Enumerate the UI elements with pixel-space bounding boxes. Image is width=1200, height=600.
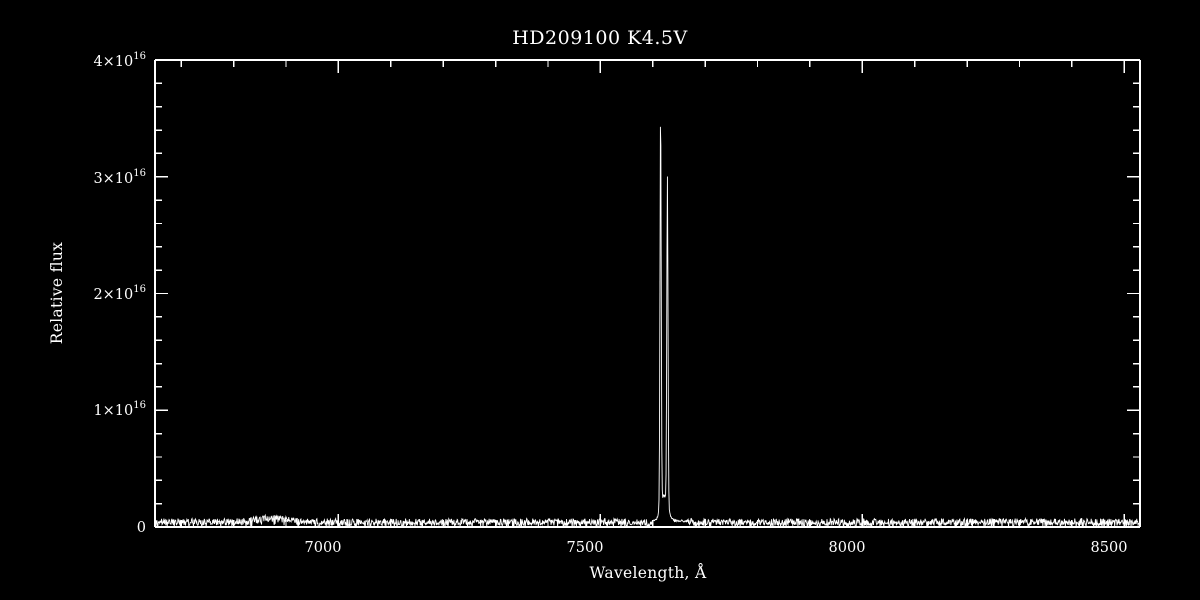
x-tick-label-7500: 7500 xyxy=(567,540,604,556)
y-tick-label-3e16: 3×1016 xyxy=(93,168,146,187)
x-tick-label-8500: 8500 xyxy=(1091,540,1128,556)
spectrum-trace xyxy=(156,126,1139,527)
y-tick-label-0: 0 xyxy=(137,520,146,536)
y-tick-label-1e16: 1×1016 xyxy=(93,400,146,419)
y-tick-label-4e16: 4×1016 xyxy=(93,51,146,70)
y-tick-labels: 0 1×1016 2×1016 3×1016 4×1016 xyxy=(93,51,146,536)
y-tick-label-2e16: 2×1016 xyxy=(93,284,146,303)
y-axis-label: Relative flux xyxy=(48,242,66,344)
page-title: HD209100 K4.5V xyxy=(512,27,688,49)
x-tick-label-8000: 8000 xyxy=(829,540,866,556)
x-tick-labels: 7000 7500 8000 8500 xyxy=(305,540,1128,556)
x-axis-label: Wavelength, Å xyxy=(590,564,707,582)
x-tick-label-7000: 7000 xyxy=(305,540,342,556)
